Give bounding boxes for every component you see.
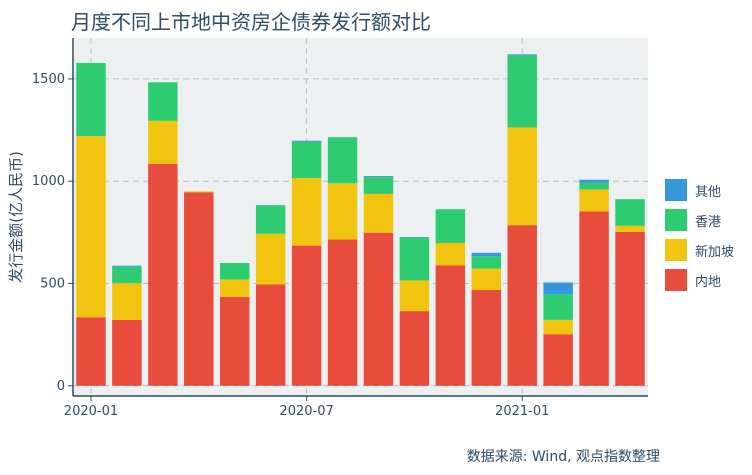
chart-title: 月度不同上市地中资房企债券发行额对比 <box>71 10 431 34</box>
bar-segment <box>148 120 178 164</box>
bar-segment <box>363 176 394 178</box>
bar-segment <box>219 263 250 280</box>
legend-label: 内地 <box>695 274 722 290</box>
bar-segment <box>579 189 609 212</box>
bar-segment <box>399 280 430 312</box>
bar-segment <box>471 252 502 257</box>
bar-segment <box>471 268 502 291</box>
y-tick-label: 1000 <box>32 174 65 189</box>
bar-segment <box>327 183 358 240</box>
legend-swatch <box>665 269 687 291</box>
bar-segment <box>507 54 537 56</box>
y-axis-title: 发行金额(亿人民币) <box>7 151 25 283</box>
bar-segment <box>471 290 502 386</box>
legend-item[interactable]: 内地 <box>665 268 734 292</box>
bar-segment <box>148 163 178 386</box>
bar-segment <box>255 284 286 386</box>
bar-segment <box>579 179 609 183</box>
bar-segment <box>363 232 394 386</box>
legend-label: 新加坡 <box>695 244 735 260</box>
bar-segment <box>435 242 466 266</box>
bar-segment <box>76 317 106 386</box>
x-tick-label: 2020-07 <box>279 404 333 419</box>
bar-segment <box>507 55 537 128</box>
bar-segment <box>507 225 537 386</box>
legend-item[interactable]: 新加坡 <box>665 238 734 262</box>
chart-legend: 其他 香港 新加坡 内地 <box>665 178 734 298</box>
bar-segment <box>615 199 645 226</box>
bar-segment <box>507 127 537 226</box>
bar-segment <box>184 191 214 193</box>
bar-segment <box>435 265 466 386</box>
bar-segment <box>184 192 214 386</box>
legend-swatch <box>665 239 687 261</box>
bar-segment <box>543 282 573 295</box>
bar-segment <box>399 311 430 386</box>
source-note: 数据来源: Wind, 观点指数整理 <box>466 449 660 465</box>
y-tick-label: 0 <box>57 379 65 394</box>
bar-segment <box>471 256 502 269</box>
bar-segment <box>543 319 573 335</box>
bar-segment <box>76 62 106 137</box>
bar-segment <box>148 82 178 121</box>
bar-segment <box>399 237 430 281</box>
bar-segment <box>291 245 322 386</box>
bar-segment <box>112 266 142 284</box>
legend-item[interactable]: 其他 <box>665 178 734 202</box>
bar-segment <box>291 140 322 142</box>
bar-segment <box>291 178 322 246</box>
bar-segment <box>219 279 250 297</box>
bar-segment <box>112 283 142 320</box>
legend-swatch <box>665 179 687 201</box>
bar-segment <box>579 182 609 190</box>
bar-segment <box>255 233 286 285</box>
legend-label: 其他 <box>695 184 722 200</box>
legend-swatch <box>665 209 687 231</box>
bar-segment <box>435 209 466 243</box>
bar-segment <box>112 265 142 267</box>
bar-segment <box>579 211 609 386</box>
y-tick-label: 500 <box>40 276 65 291</box>
y-tick-label: 1500 <box>32 72 65 87</box>
bar-segment <box>327 137 358 184</box>
bar-segment <box>543 334 573 386</box>
legend-label: 香港 <box>695 214 722 230</box>
bar-segment <box>76 136 106 318</box>
bar-segment <box>363 177 394 194</box>
bar-segment <box>615 225 645 232</box>
bar-segment <box>543 294 573 320</box>
bar-segment <box>327 239 358 386</box>
x-tick-label: 2021-01 <box>495 404 549 419</box>
bar-segment <box>615 231 645 386</box>
legend-item[interactable]: 香港 <box>665 208 734 232</box>
bar-segment <box>219 296 250 386</box>
x-tick-label: 2020-01 <box>64 404 118 419</box>
bar-segment <box>291 141 322 179</box>
bar-segment <box>255 205 286 234</box>
bar-segment <box>112 319 142 386</box>
bar-segment <box>363 193 394 233</box>
